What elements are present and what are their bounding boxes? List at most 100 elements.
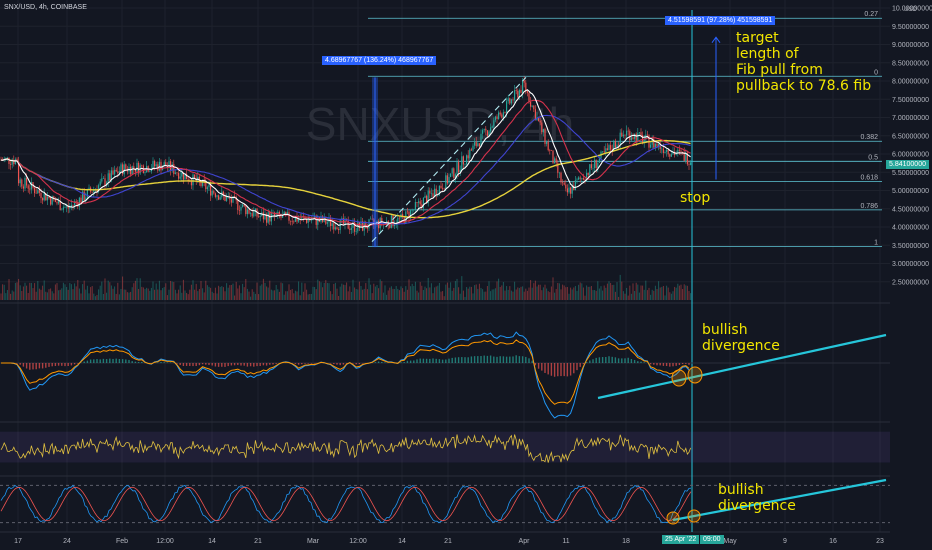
volume-bar	[152, 281, 154, 300]
candle-body	[562, 182, 564, 184]
candle-body	[178, 173, 180, 179]
volume-bar	[670, 293, 672, 300]
price-axis[interactable]: 2.50000000 3.00000000 3.50000000 4.00000000…	[890, 0, 932, 550]
candle-body	[315, 215, 317, 225]
volume-bar	[573, 287, 575, 300]
candle-body	[14, 159, 16, 165]
volume-bar	[464, 296, 466, 300]
candle-body	[486, 130, 488, 136]
candle-body	[69, 206, 71, 209]
volume-bar	[246, 288, 248, 300]
volume-bar	[666, 285, 668, 300]
volume-bar	[678, 285, 680, 300]
volume-bar	[227, 287, 229, 300]
macd-histogram-bar	[105, 359, 108, 363]
macd-histogram-bar	[185, 363, 188, 366]
candle-body	[99, 181, 101, 186]
volume-bar	[6, 290, 8, 300]
drawings[interactable]	[371, 10, 721, 532]
candle-body	[341, 218, 343, 220]
macd-histogram-bar	[70, 363, 73, 366]
volume-bar	[550, 286, 552, 300]
candle-body	[474, 142, 476, 146]
volume-bar	[182, 279, 184, 300]
macd-histogram-bar	[499, 356, 501, 363]
volume-bar	[163, 287, 165, 300]
candle-body	[62, 207, 64, 210]
macd-histogram-bar	[54, 363, 57, 367]
volume-bar	[298, 281, 300, 300]
time-axis[interactable]: 17 24 Feb 12:00 14 21 Mar 12:00 14 21 Apr 11 18 May 9 1…	[14, 538, 884, 545]
volume-bar	[299, 295, 301, 300]
candle-body	[110, 170, 112, 181]
candle-body	[270, 213, 272, 222]
macd-histogram-bar	[685, 363, 687, 364]
candle-body	[667, 149, 669, 155]
volume-bar	[650, 294, 652, 300]
macd-histogram-bar	[525, 356, 527, 363]
volume-bar	[155, 283, 157, 300]
macd-divergence-annotation: bullish divergence	[702, 322, 780, 354]
candle-body	[248, 209, 250, 214]
candle-body	[35, 193, 37, 194]
volume-bar	[283, 294, 285, 300]
macd-histogram-bar	[128, 359, 130, 363]
volume-bar	[318, 281, 320, 300]
candle-body	[350, 227, 352, 230]
candle-body	[118, 171, 120, 174]
price-tick-label: 6.50000000	[892, 133, 929, 140]
volume-bar	[398, 290, 400, 300]
volume-bar	[123, 289, 125, 300]
volume-bar	[614, 291, 616, 300]
volume-bar	[560, 289, 562, 300]
volume-bar	[58, 290, 60, 300]
candle-body	[494, 116, 496, 121]
candle-body	[544, 128, 546, 144]
candle-body	[570, 187, 572, 194]
volume-bar	[368, 278, 370, 300]
volume-bar	[626, 287, 628, 300]
volume-bar	[206, 285, 208, 300]
volume-bar	[210, 287, 212, 300]
volume-bar	[410, 286, 412, 300]
candle-body	[502, 112, 504, 118]
macd-histogram-bar	[445, 359, 447, 363]
candle-body	[112, 170, 114, 175]
candle-body	[29, 188, 31, 190]
volume-bar	[533, 283, 535, 300]
volume-bar	[203, 292, 205, 300]
grid	[0, 0, 932, 533]
macd-histogram-bar	[358, 363, 361, 365]
macd-histogram-bar	[633, 359, 636, 363]
price-tick-label: 7.00000000	[892, 115, 929, 122]
volume-bar	[334, 282, 336, 300]
volume-bar	[216, 293, 218, 300]
volume-bar	[54, 284, 56, 300]
macd-histogram-bar	[265, 363, 268, 366]
candle-body	[538, 117, 540, 121]
candle-body	[238, 209, 240, 211]
volume-bar	[629, 285, 631, 300]
candle-body	[475, 142, 477, 147]
time-tick-label: 14	[398, 538, 406, 545]
fib-retracement[interactable]: 0.27 0 0.382 0.5 0.618 0.786 1	[368, 11, 882, 247]
volume-bar	[669, 292, 671, 300]
candle-body	[98, 185, 100, 192]
volume-bar	[195, 283, 197, 300]
volume-bar	[530, 280, 532, 300]
candle-body	[27, 185, 29, 189]
candle-body	[514, 90, 516, 101]
candle-body	[326, 222, 328, 224]
volume-bar	[493, 289, 495, 300]
candle-body	[195, 178, 197, 182]
candle-body	[507, 98, 509, 102]
macd-histogram-bar	[57, 363, 60, 366]
volume-bar	[18, 278, 20, 300]
candle-body	[58, 200, 60, 204]
volume-bar	[170, 280, 172, 300]
macd-histogram-bar	[409, 360, 412, 363]
macd-histogram-bar	[665, 363, 668, 367]
volume-bar	[266, 286, 268, 300]
volume-bar	[539, 284, 541, 300]
